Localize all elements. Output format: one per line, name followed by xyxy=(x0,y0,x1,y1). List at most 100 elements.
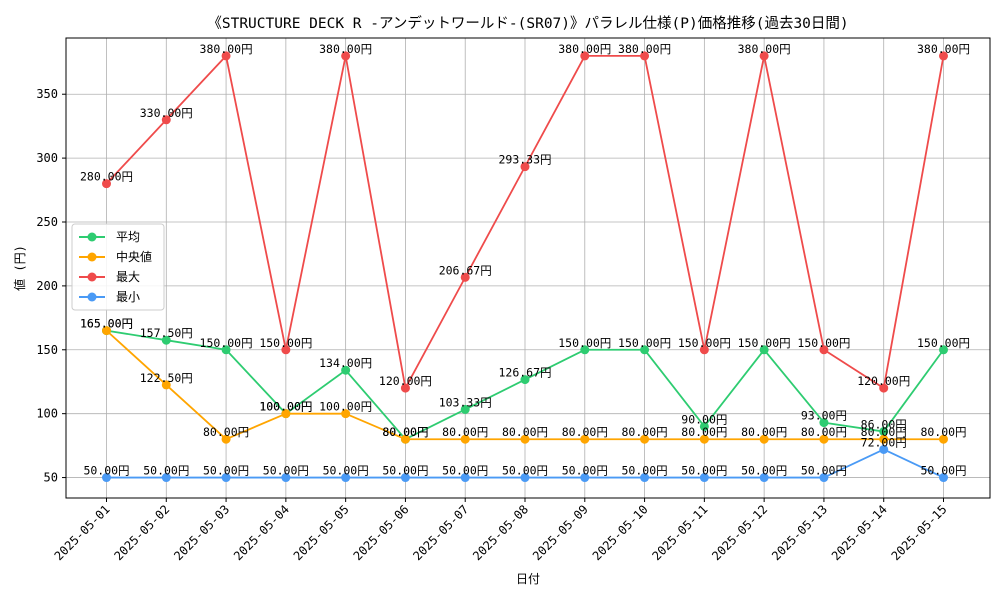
data-label: 80.00円 xyxy=(861,425,907,439)
data-point xyxy=(102,326,111,336)
data-label: 80.00円 xyxy=(442,425,488,439)
data-label: 93.00円 xyxy=(801,409,847,423)
grid xyxy=(66,38,990,498)
data-point xyxy=(221,473,231,483)
y-tick-label: 50 xyxy=(44,471,58,485)
data-point xyxy=(460,272,470,282)
y-axis-label: 値 (円) xyxy=(12,245,27,291)
data-point xyxy=(939,473,948,483)
data-label: 134.00円 xyxy=(319,356,372,370)
data-label: 330.00円 xyxy=(140,106,193,120)
data-label: 50.00円 xyxy=(143,464,189,478)
data-point xyxy=(341,409,351,419)
data-label: 50.00円 xyxy=(83,464,129,478)
data-labels: 165.00円 157.50円 150.00円 100.00円 134.00円 80.00… xyxy=(80,42,970,478)
legend-item: 最大 xyxy=(79,270,140,284)
data-point xyxy=(460,473,470,483)
data-point xyxy=(699,473,709,483)
legend-marker xyxy=(87,272,97,282)
plot-frame xyxy=(65,37,991,499)
data-label: 50.00円 xyxy=(442,464,488,478)
data-label: 100.00円 xyxy=(259,400,312,414)
y-tick-label: 350 xyxy=(36,87,58,101)
data-label: 80.00円 xyxy=(382,425,428,439)
legend-frame xyxy=(71,223,165,311)
y-tick-label: 200 xyxy=(36,279,58,293)
data-point xyxy=(161,115,171,125)
data-label: 380.00円 xyxy=(738,42,791,56)
data-label: 80.00円 xyxy=(920,425,966,439)
data-point xyxy=(281,409,291,419)
data-label: 157.50円 xyxy=(140,326,193,340)
data-point xyxy=(640,345,650,355)
data-label: 80.00円 xyxy=(801,425,847,439)
data-point xyxy=(819,434,829,444)
data-point xyxy=(102,473,111,483)
data-label: 86.00円 xyxy=(861,418,907,432)
data-point xyxy=(341,365,351,375)
legend-item: 最小 xyxy=(79,290,140,304)
data-point xyxy=(400,473,410,483)
data-point xyxy=(161,335,171,345)
data-label: 103.33円 xyxy=(439,395,492,409)
legend-item: 中央値 xyxy=(79,249,152,264)
series-group xyxy=(102,326,948,444)
data-point xyxy=(879,444,889,454)
data-point xyxy=(102,179,111,189)
data-label: 50.00円 xyxy=(263,464,309,478)
data-label: 50.00円 xyxy=(741,464,787,478)
data-point xyxy=(759,473,769,483)
data-label: 206.67円 xyxy=(439,263,492,277)
data-point xyxy=(341,473,351,483)
data-label: 150.00円 xyxy=(618,336,671,350)
data-label: 150.00円 xyxy=(917,336,970,350)
data-label: 293.33円 xyxy=(498,153,551,167)
data-point xyxy=(580,51,590,61)
data-point xyxy=(819,345,829,355)
data-label: 50.00円 xyxy=(681,464,727,478)
data-label: 80.00円 xyxy=(203,425,249,439)
legend-label: 平均 xyxy=(116,230,140,244)
data-point xyxy=(281,473,291,483)
data-point xyxy=(221,345,231,355)
data-label: 126.67円 xyxy=(498,366,551,380)
data-point xyxy=(520,473,530,483)
data-point xyxy=(400,383,410,393)
data-point xyxy=(879,434,889,444)
data-point xyxy=(520,434,530,444)
data-point xyxy=(699,421,709,431)
data-label: 150.00円 xyxy=(738,336,791,350)
data-point xyxy=(640,51,650,61)
data-label: 50.00円 xyxy=(382,464,428,478)
data-label: 120.00円 xyxy=(379,374,432,388)
legend-marker xyxy=(87,252,97,262)
data-label: 150.00円 xyxy=(558,336,611,350)
data-point xyxy=(640,473,650,483)
legend-label: 中央値 xyxy=(116,249,152,264)
data-label: 50.00円 xyxy=(323,464,369,478)
data-label: 150.00円 xyxy=(259,336,312,350)
data-label: 100.00円 xyxy=(259,400,312,414)
y-tick-label: 250 xyxy=(36,215,58,229)
data-point xyxy=(580,434,590,444)
data-label: 280.00円 xyxy=(80,170,133,184)
y-tick-label: 100 xyxy=(36,407,58,421)
data-point xyxy=(939,434,948,444)
data-label: 50.00円 xyxy=(203,464,249,478)
data-label: 380.00円 xyxy=(319,42,372,56)
data-label: 50.00円 xyxy=(801,464,847,478)
data-point xyxy=(580,473,590,483)
data-label: 80.00円 xyxy=(382,425,428,439)
x-axis-label: 日付 xyxy=(516,572,540,586)
data-point xyxy=(699,434,709,444)
chart-title: 《STRUCTURE DECK R -アンデットワールド-(SR07)》パラレル… xyxy=(207,14,848,32)
y-tick-label: 150 xyxy=(36,343,58,357)
series-group xyxy=(102,444,948,483)
data-label: 90.00円 xyxy=(681,412,727,426)
data-label: 80.00円 xyxy=(622,425,668,439)
data-point xyxy=(221,51,231,61)
data-label: 150.00円 xyxy=(678,336,731,350)
data-point xyxy=(161,380,171,390)
